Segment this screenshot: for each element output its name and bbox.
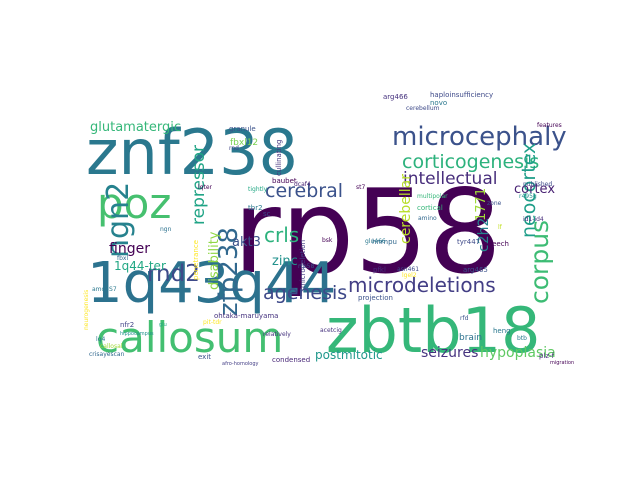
word-intellectual: intellectual bbox=[403, 169, 497, 189]
word-znf238: znf238 bbox=[86, 116, 298, 189]
word-hypoplasia: hypoplasia bbox=[480, 345, 556, 361]
word-granule: granule bbox=[229, 125, 256, 133]
word-crisayescan: crisayescan bbox=[89, 351, 125, 358]
word-glutamatergic: glutamatergic bbox=[90, 120, 181, 135]
word-lq4: lq4 bbox=[96, 336, 105, 343]
word-tightly: tightly bbox=[248, 186, 268, 193]
word-glu466: glu466 bbox=[365, 238, 386, 245]
word-ohtaka-maruyama: ohtaka-maruyama bbox=[214, 312, 278, 320]
word-zone: zone bbox=[487, 200, 502, 207]
word-condensed: condensed bbox=[272, 356, 310, 364]
word-projection: projection bbox=[358, 294, 393, 302]
word-amino: amino bbox=[418, 215, 437, 222]
word-rp58: rp58 bbox=[233, 165, 502, 300]
word-published: published bbox=[523, 181, 552, 188]
word-akt3: akt3 bbox=[232, 235, 261, 250]
word-finger: finger bbox=[109, 241, 150, 257]
word-relatively: relatively bbox=[263, 331, 291, 338]
word-c2h2: c2h2 bbox=[476, 218, 492, 252]
word-tyr447: tyr447 bbox=[457, 238, 480, 246]
word-fbxl12: fbxl12 bbox=[230, 138, 258, 148]
word-callosum: callosum bbox=[96, 313, 283, 362]
word-corticogenesis: corticogenesis bbox=[402, 151, 539, 173]
word-features: features bbox=[537, 122, 562, 129]
word-penetrance: penetrance bbox=[192, 240, 200, 280]
word-ngn: ngn bbox=[160, 226, 172, 233]
word-sc: sc bbox=[263, 210, 271, 218]
word-postmitotic: postmitotic bbox=[315, 348, 383, 362]
word-dcaf4: dcaf4 bbox=[294, 181, 311, 188]
word-glu: glu bbox=[159, 322, 167, 328]
word-plz-f: plz-f bbox=[539, 352, 555, 360]
cloud-background bbox=[80, 120, 560, 360]
word-tbr2: tbr2 bbox=[248, 204, 263, 212]
word-hippocampus: hippocampus bbox=[120, 331, 154, 337]
word-1q43q44: 1q43q44 bbox=[87, 251, 336, 316]
word-lf: lf bbox=[498, 224, 503, 231]
word-nfr2: nfr2 bbox=[120, 321, 134, 329]
word-ngn2: ngn2 bbox=[101, 182, 136, 258]
word-rnd: rnd bbox=[229, 145, 239, 152]
word-lqter: lqter bbox=[198, 184, 213, 191]
word-corpus: corpus bbox=[525, 220, 554, 304]
word-seizures: seizures bbox=[421, 345, 478, 361]
word-hnrnpu: hnrnpu bbox=[372, 238, 397, 246]
word-microdeletions: microdeletions bbox=[348, 273, 496, 297]
word-repressor: repressor bbox=[189, 145, 209, 225]
word-brain: brain bbox=[459, 333, 482, 343]
word-microdeletion: microdeletion bbox=[299, 240, 307, 288]
word-afro-homology: afro-homology bbox=[222, 361, 259, 367]
word-cortex: cortex bbox=[514, 182, 555, 197]
word-speech: speech bbox=[484, 240, 509, 248]
word-pfkl: pfkl bbox=[373, 266, 386, 274]
word-rrp58: rrp58 bbox=[298, 263, 314, 270]
word-cortical: cortical bbox=[417, 204, 443, 212]
word-lgel2: lgel2 bbox=[402, 272, 417, 279]
word-cullinating: cullinating bbox=[275, 140, 283, 176]
word-r495g: r495g bbox=[519, 193, 537, 200]
word-cerebral: cerebral bbox=[265, 180, 343, 202]
word-btb: btb bbox=[517, 335, 527, 342]
word-pit-tdr: pit-tdr bbox=[203, 319, 222, 326]
word-agenesis: agenesis bbox=[263, 282, 347, 304]
word-cerebellar: cerebellar bbox=[398, 174, 414, 244]
word-zbtb18: zbtb18 bbox=[326, 294, 540, 367]
word-amo5s7: amo5S7 bbox=[92, 286, 117, 293]
word-disability: disability bbox=[207, 231, 222, 290]
word-novo: novo bbox=[430, 99, 447, 107]
word-heng: heng bbox=[493, 327, 511, 335]
word-asn461: asn461 bbox=[397, 266, 419, 273]
word-arg465: arg465 bbox=[463, 266, 488, 274]
word-zinc: zinc bbox=[272, 254, 298, 269]
word-neocortex: neocortex bbox=[518, 143, 540, 238]
word-baubet: baubet bbox=[272, 177, 297, 185]
word-fbxl: fbxl bbox=[117, 255, 128, 262]
word-cerebellum: cerebellum bbox=[406, 105, 440, 112]
word-rfd: rfd bbox=[460, 315, 469, 322]
word-1q44-ter: 1q44-ter bbox=[114, 259, 166, 273]
word-rnd2: rnd2 bbox=[147, 261, 200, 287]
word-st7: st7 bbox=[356, 184, 365, 191]
word-crls: crls bbox=[264, 223, 299, 247]
word-zfp238: zfp238 bbox=[214, 227, 244, 316]
word-haploinsufficiency: haploinsufficiency bbox=[430, 91, 493, 99]
word-1771: 1771 bbox=[474, 188, 489, 221]
word-migration: migration bbox=[550, 360, 574, 366]
word-neurogenesis: neurogenesis bbox=[83, 290, 90, 330]
word-acetcig: acetcig bbox=[320, 327, 342, 334]
word-arg466: arg466 bbox=[383, 93, 408, 101]
word-poz: poz bbox=[97, 179, 171, 228]
word-callosal: callosal bbox=[100, 343, 123, 350]
word-exit: exit bbox=[198, 353, 211, 361]
word-multipolar: multipolar bbox=[417, 193, 448, 200]
word-microcephaly: microcephaly bbox=[392, 122, 567, 152]
word-bsk: bsk bbox=[322, 237, 333, 244]
word-id1-id4: id1-id4 bbox=[523, 216, 544, 223]
